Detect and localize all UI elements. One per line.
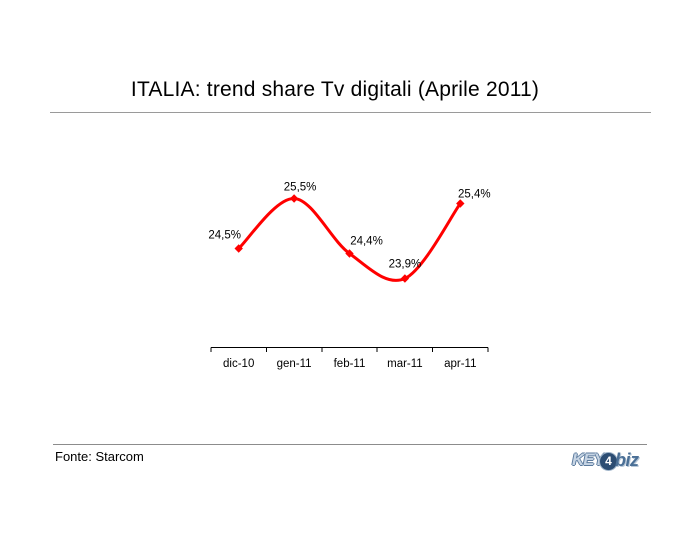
x-axis-labels: dic-10 gen-11 feb-11 mar-11 apr-11	[223, 358, 476, 370]
logo-biz-text: biz	[614, 449, 639, 470]
key4biz-logo: KEY 4 biz	[572, 447, 639, 473]
data-label: 23,9%	[389, 259, 422, 271]
data-label: 24,5%	[208, 230, 241, 242]
data-point-marker	[345, 249, 354, 258]
x-axis-label: dic-10	[223, 358, 254, 370]
x-axis-label: apr-11	[444, 358, 476, 370]
footer-divider	[53, 444, 647, 445]
x-axis-label: gen-11	[277, 358, 312, 370]
x-axis	[210, 347, 489, 352]
data-point-marker	[456, 199, 465, 208]
data-label: 25,5%	[284, 182, 317, 194]
data-point-marker	[400, 274, 410, 283]
data-point-markers	[234, 194, 465, 283]
data-point-marker	[234, 244, 243, 253]
data-labels: 24,5% 25,5% 24,4% 23,9% 25,4%	[208, 182, 490, 271]
page-title: ITALIA: trend share Tv digitali (Aprile …	[130, 78, 540, 101]
title-underline	[50, 112, 651, 113]
x-axis-label: feb-11	[334, 358, 366, 370]
x-axis-label: mar-11	[387, 358, 423, 370]
data-label: 25,4%	[458, 189, 491, 201]
data-point-marker	[289, 194, 299, 203]
logo-four-badge: 4	[599, 452, 617, 470]
source-label: Fonte: Starcom	[55, 449, 144, 464]
logo-key-text: KEY	[572, 450, 605, 469]
data-label: 24,4%	[350, 236, 383, 248]
